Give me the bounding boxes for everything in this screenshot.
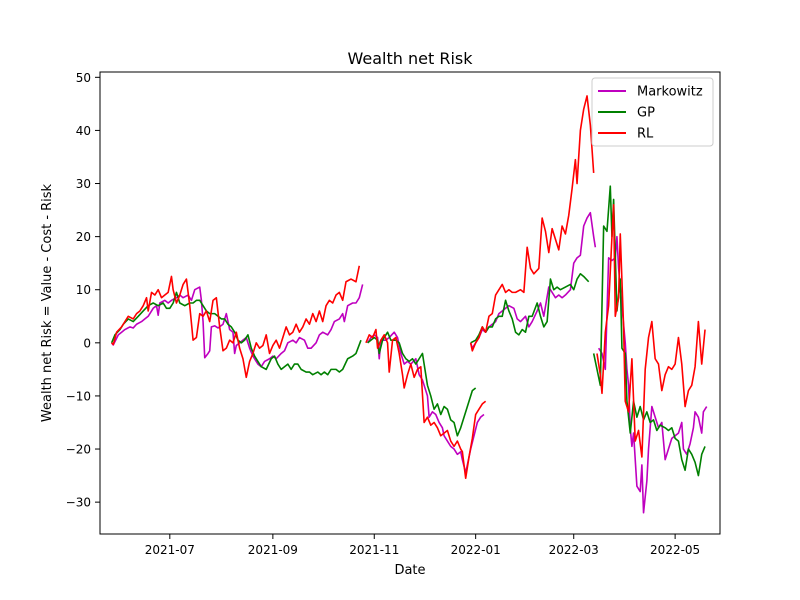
y-tick-label: −30: [66, 496, 91, 510]
y-axis-label: Wealth net Risk = Value - Cost - Risk: [40, 183, 55, 422]
x-tick-label: 2021-09: [248, 543, 298, 557]
series-line-rl: [469, 95, 595, 352]
series-line-rl: [111, 265, 361, 379]
x-axis: 2021-07 2021-09 2021-11 2022-01 2022-03 2022-…: [145, 534, 700, 557]
legend-box: [591, 77, 714, 147]
legend-label-gp: GP: [637, 106, 655, 121]
series-line-rl: [365, 328, 487, 480]
y-tick-label: 10: [76, 283, 91, 297]
y-tick-label: 40: [76, 124, 91, 138]
y-tick-label: 50: [76, 71, 91, 85]
legend-label-markowitz: Markowitz: [637, 85, 703, 100]
plot-frame: [99, 71, 721, 535]
series-line-markowitz: [111, 284, 364, 368]
y-tick-label: 20: [76, 230, 91, 244]
x-tick-label: 2021-07: [145, 543, 195, 557]
legend: Markowitz GP RL: [591, 77, 714, 147]
x-tick-label: 2021-11: [349, 543, 399, 557]
y-tick-label: −20: [66, 443, 91, 457]
series-line-markowitz: [366, 331, 485, 474]
y-tick-label: −10: [66, 389, 91, 403]
series-line-gp: [110, 291, 362, 376]
chart-title: Wealth net Risk: [348, 49, 474, 68]
series-layer: [110, 95, 708, 514]
y-tick-label: 0: [83, 336, 91, 350]
y-axis: −30 −20 −10 0 10 20 30 40 50: [66, 71, 100, 510]
series-line-gp: [470, 272, 590, 344]
series-line-rl: [596, 203, 706, 458]
y-tick-label: 30: [76, 177, 91, 191]
x-tick-label: 2022-05: [650, 543, 700, 557]
series-line-gp: [367, 331, 477, 437]
legend-label-rl: RL: [637, 127, 654, 142]
x-tick-label: 2022-03: [549, 543, 599, 557]
x-tick-label: 2022-01: [451, 543, 501, 557]
x-axis-label: Date: [394, 563, 425, 578]
